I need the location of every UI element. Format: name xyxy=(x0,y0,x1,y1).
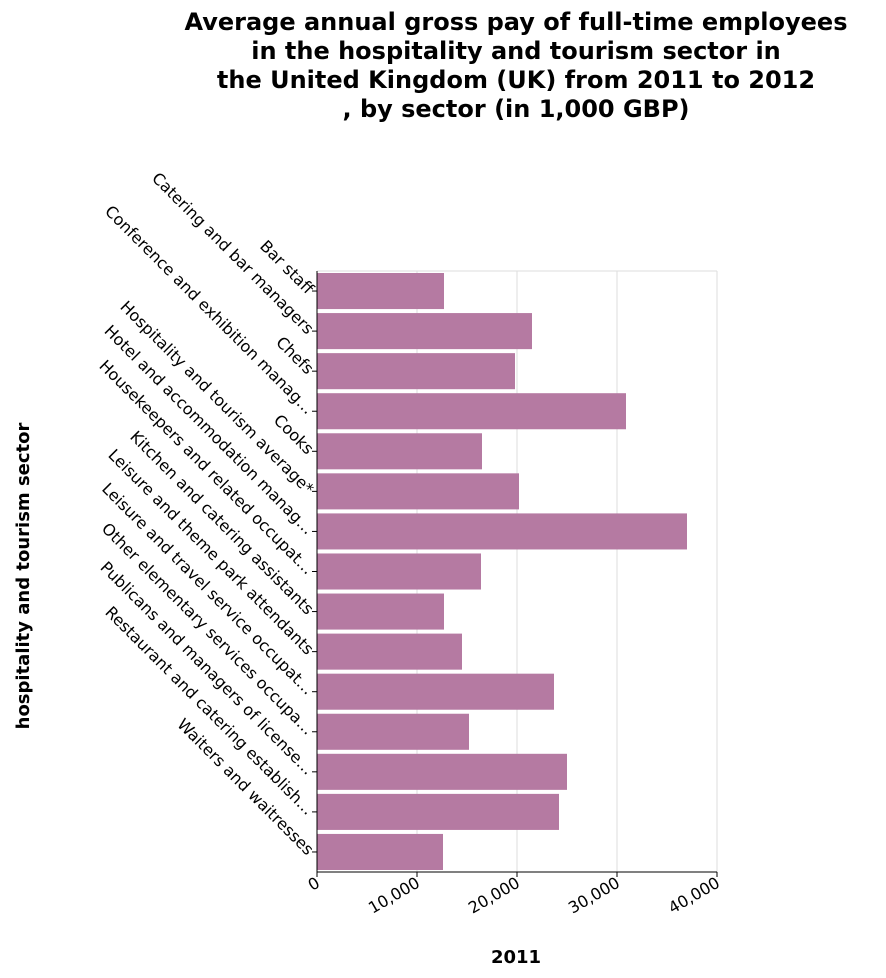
x-tick-label-3: 30,000 xyxy=(565,873,623,917)
x-axis-title: 2011 xyxy=(491,947,541,968)
x-tick-label-0: 0 xyxy=(305,873,323,895)
bar-0 xyxy=(317,273,444,310)
x-tick-labels: 0 10,000 20,000 30,000 40,000 xyxy=(305,873,723,917)
bar-13 xyxy=(317,793,559,830)
bar-12 xyxy=(317,753,567,790)
y-axis-title: hospitality and tourism sector xyxy=(13,422,34,729)
bar-5 xyxy=(317,473,519,510)
chart-title-line-1: Average annual gross pay of full-time em… xyxy=(184,8,847,36)
chart-title-line-4: , by sector (in 1,000 GBP) xyxy=(342,95,689,123)
chart-title: Average annual gross pay of full-time em… xyxy=(184,8,847,123)
x-tick-label-1: 10,000 xyxy=(365,873,423,917)
bar-8 xyxy=(317,593,444,630)
chart-title-line-3: the United Kingdom (UK) from 2011 to 201… xyxy=(217,66,815,94)
axes xyxy=(312,271,718,877)
bar-1 xyxy=(317,313,532,350)
bar-10 xyxy=(317,673,554,710)
chart-title-line-2: in the hospitality and tourism sector in xyxy=(251,37,781,65)
bar-4 xyxy=(317,433,482,470)
category-label-1: Catering and bar managers xyxy=(148,169,317,338)
bar-2 xyxy=(317,353,515,390)
x-tick-label-2: 20,000 xyxy=(465,873,523,917)
bar-11 xyxy=(317,713,469,750)
bar-9 xyxy=(317,633,462,670)
bar-14 xyxy=(317,833,443,870)
bar-3 xyxy=(317,393,626,430)
bar-6 xyxy=(317,513,687,550)
x-tick-label-4: 40,000 xyxy=(665,873,723,917)
bar-7 xyxy=(317,553,481,590)
bars xyxy=(317,273,687,870)
